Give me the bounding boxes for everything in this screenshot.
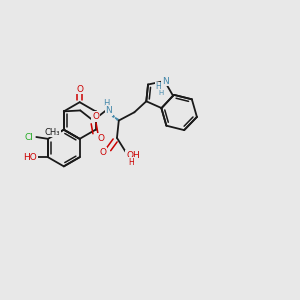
Text: O: O: [76, 85, 83, 94]
Text: O: O: [92, 112, 99, 121]
Text: H: H: [128, 158, 134, 167]
Text: O: O: [99, 148, 106, 157]
Text: OH: OH: [126, 151, 140, 160]
Text: N: N: [106, 106, 112, 115]
Text: H: H: [156, 82, 161, 91]
Text: O: O: [97, 134, 104, 142]
Text: N: N: [162, 76, 169, 85]
Text: HO: HO: [23, 153, 37, 162]
Text: H: H: [158, 90, 163, 96]
Text: CH₃: CH₃: [45, 128, 60, 136]
Text: Cl: Cl: [25, 133, 34, 142]
Text: H: H: [103, 99, 109, 108]
